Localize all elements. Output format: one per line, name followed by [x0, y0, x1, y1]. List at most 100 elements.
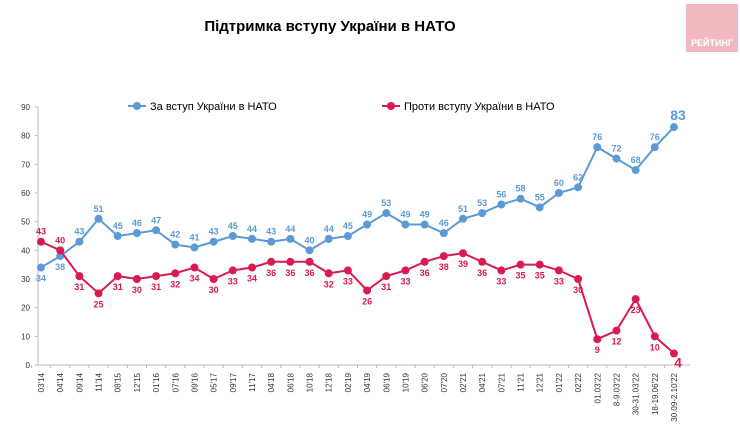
data-label: 43: [209, 227, 219, 237]
x-tick-label: 12'21: [536, 372, 545, 392]
x-tick-label: 06'20: [421, 372, 430, 392]
data-point: [132, 229, 141, 238]
data-point: [535, 260, 544, 269]
data-label: 44: [285, 224, 295, 234]
data-point: [612, 326, 621, 335]
data-point: [670, 349, 678, 358]
data-label: 58: [516, 184, 526, 194]
data-point: [324, 234, 333, 243]
data-point: [267, 237, 276, 246]
x-tick-label: 30-31.03'22: [632, 372, 641, 415]
x-tick-label: 02'22: [574, 372, 583, 392]
y-tick-label: 80: [21, 132, 30, 141]
data-point: [75, 237, 84, 246]
chart-title: Підтримка вступу України в НАТО: [204, 18, 456, 35]
data-label: 25: [94, 299, 104, 309]
data-label: 46: [132, 218, 142, 228]
x-tick-label: 04'14: [56, 372, 65, 392]
data-point: [650, 332, 659, 341]
data-label: 42: [170, 230, 180, 240]
data-point: [152, 226, 161, 235]
data-label: 62: [573, 172, 583, 182]
data-point: [209, 275, 218, 283]
data-point: [593, 335, 602, 344]
data-label: 76: [650, 132, 660, 142]
data-point: [37, 237, 45, 246]
data-label: 49: [362, 210, 372, 220]
data-point: [190, 243, 199, 252]
x-tick-label: 07'20: [440, 372, 449, 392]
data-point: [459, 214, 467, 223]
data-point: [612, 154, 621, 163]
data-label: 49: [400, 210, 410, 220]
data-point: [382, 209, 391, 218]
data-point: [497, 200, 506, 209]
x-tick-label: 08'15: [114, 372, 123, 392]
data-point: [113, 232, 122, 240]
data-point: [75, 272, 84, 281]
data-label: 30: [209, 285, 219, 295]
x-tick-label: 02'21: [459, 372, 468, 392]
data-point: [37, 263, 45, 272]
data-label: 33: [228, 276, 238, 286]
data-point: [248, 234, 256, 243]
data-point: [478, 257, 487, 266]
data-label: 33: [554, 276, 564, 286]
x-tick-label: 10'18: [306, 372, 315, 392]
data-point: [631, 166, 640, 175]
data-point: [574, 183, 583, 192]
data-point: [152, 272, 161, 281]
x-tick-label: 12'15: [133, 372, 142, 392]
y-tick-label: 30: [21, 275, 30, 284]
data-point: [363, 220, 372, 229]
data-label: 31: [381, 282, 391, 292]
x-tick-label: 09'16: [190, 372, 199, 392]
data-point: [439, 229, 448, 238]
data-point: [363, 286, 372, 295]
data-point: [248, 263, 256, 272]
data-label: 39: [458, 259, 468, 269]
y-tick-label: 10: [21, 332, 30, 341]
legend-label: Проти вступу України в НАТО: [404, 101, 555, 113]
data-point: [343, 232, 352, 240]
data-point: [382, 272, 391, 281]
data-label: 49: [420, 210, 430, 220]
data-label: 38: [439, 262, 449, 272]
x-tick-label: 07'16: [171, 372, 180, 392]
data-point: [439, 252, 448, 261]
data-label: 60: [554, 178, 564, 188]
data-label: 83: [670, 107, 686, 123]
data-point: [343, 266, 352, 275]
data-label: 34: [36, 274, 46, 284]
data-label: 30: [573, 285, 583, 295]
data-point: [228, 232, 237, 240]
data-point: [209, 237, 218, 246]
data-label: 36: [285, 268, 295, 278]
data-label: 34: [189, 274, 199, 284]
data-point: [113, 272, 122, 281]
data-point: [324, 269, 333, 278]
data-label: 31: [151, 282, 161, 292]
x-tick-label: 04'19: [363, 372, 372, 392]
data-point: [94, 289, 103, 298]
data-point: [554, 189, 563, 197]
x-tick-label: 04'18: [267, 372, 276, 392]
x-tick-label: 06'18: [286, 372, 295, 392]
data-label: 56: [496, 189, 506, 199]
x-tick-label: 30.09-2.10'22: [670, 372, 679, 421]
data-label: 47: [151, 215, 161, 225]
data-point: [171, 269, 180, 278]
x-tick-label: 05'17: [210, 372, 219, 392]
logo-text: РЕЙТИНГ: [690, 38, 734, 48]
data-label: 9: [595, 345, 600, 355]
data-point: [593, 143, 602, 152]
data-label: 68: [631, 155, 641, 165]
data-point: [650, 143, 659, 152]
data-label: 23: [631, 305, 641, 315]
data-label: 12: [611, 337, 621, 347]
x-tick-label: 12'18: [325, 372, 334, 392]
data-label: 33: [496, 276, 506, 286]
x-tick-label: 04'21: [478, 372, 487, 392]
data-label: 45: [228, 221, 238, 231]
